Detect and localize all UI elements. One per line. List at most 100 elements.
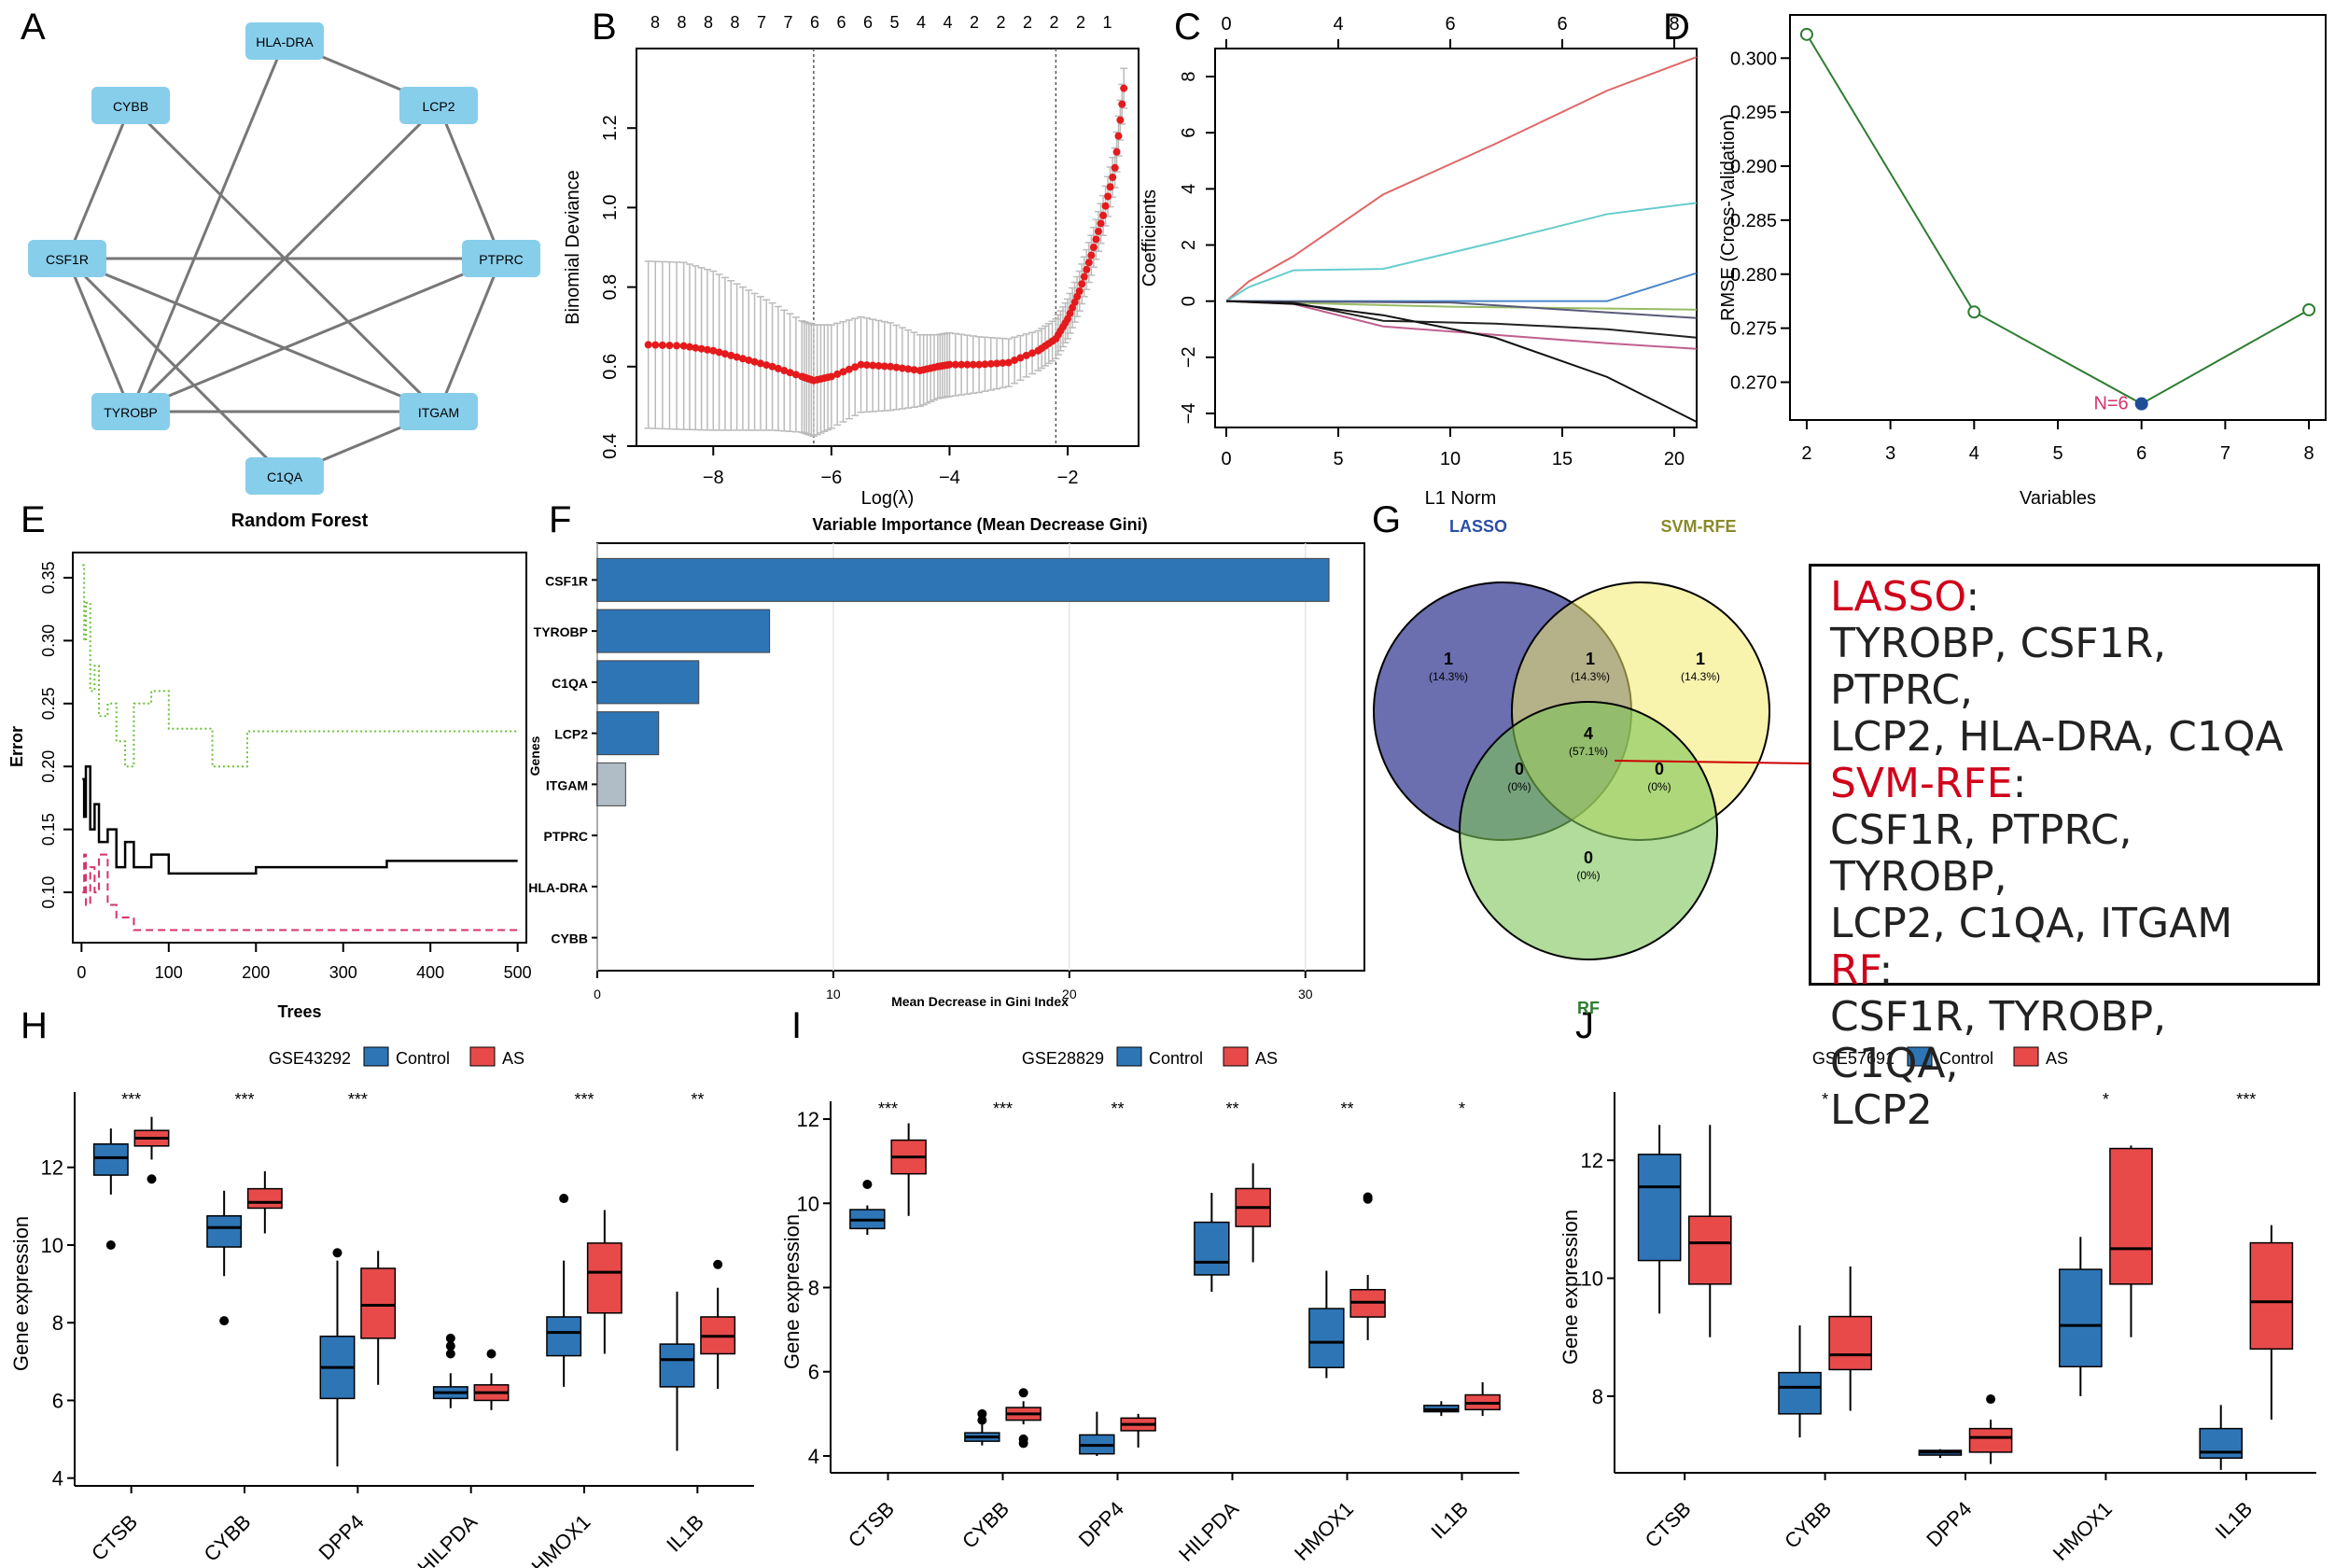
b-deviance-point — [1099, 211, 1108, 219]
b-deviance-point — [658, 341, 666, 349]
f-importance-bar — [596, 609, 771, 653]
d-ytick-label: 0.270 — [1730, 372, 1777, 393]
c-xtick-label: 0 — [1221, 449, 1231, 469]
i-significance: *** — [993, 1099, 1013, 1118]
g-region-pct: (0%) — [1576, 869, 1600, 882]
j-ytick-label: 10 — [1581, 1267, 1603, 1291]
g-region-pct: (0%) — [1647, 780, 1671, 793]
network-node-hla-dra — [245, 22, 324, 60]
panel-g-gene-list: LASSO: TYROBP, CSF1R, PTPRC, LCP2, HLA-D… — [1809, 564, 2320, 1134]
b-deviance-point — [768, 362, 776, 371]
c-coef-path — [1225, 56, 1698, 302]
b-deviance-point — [904, 365, 913, 373]
b-deviance-point — [986, 359, 995, 368]
b-deviance-point — [869, 361, 877, 370]
g-region-count: 1 — [1696, 650, 1705, 668]
b-deviance-point — [733, 353, 741, 361]
g-region-pct: (14.3%) — [1429, 670, 1468, 683]
f-plot-frame — [596, 542, 1365, 972]
i-significance: *** — [878, 1099, 898, 1118]
b-xtick-label: −8 — [703, 468, 724, 488]
network-edge — [437, 105, 503, 259]
f-importance-bar — [596, 762, 626, 806]
j-box-control — [1637, 1154, 1682, 1262]
g-set-label-svm: SVM-RFE — [1661, 517, 1737, 536]
b-plot-frame — [636, 48, 1140, 447]
b-deviance-point — [1118, 100, 1126, 108]
b-ylabel: Binomial Deviance — [563, 170, 583, 325]
b-deviance-point — [1114, 132, 1123, 140]
d-xtick-label: 4 — [1969, 443, 1979, 464]
b-deviance-point — [892, 363, 901, 371]
b-deviance-point — [665, 342, 674, 350]
h-category-label: HMOX1 — [527, 1510, 595, 1568]
i-category-label: DPP4 — [1074, 1497, 1128, 1551]
b-xtick-label: −6 — [820, 468, 842, 488]
panel-label-G: G — [1372, 499, 1401, 540]
j-significance: * — [2103, 1090, 2109, 1109]
d-ylabel: RMSE (Cross-Validation) — [1718, 114, 1739, 321]
c-top-tick-label: 6 — [1557, 14, 1567, 35]
h-category-label: CYBB — [199, 1510, 255, 1566]
d-rmse-point — [2302, 302, 2316, 316]
e-xtick-label: 500 — [504, 963, 532, 982]
b-deviance-point — [738, 355, 747, 363]
b-deviance-point — [1092, 235, 1100, 244]
j-ytick-label: 12 — [1581, 1149, 1603, 1172]
h-ytick-label: 4 — [52, 1467, 63, 1491]
h-ytick-label: 6 — [52, 1389, 63, 1412]
i-dataset-label: GSE28829 — [1022, 1049, 1104, 1068]
panel-label-I: I — [791, 1005, 802, 1046]
h-significance: *** — [234, 1090, 254, 1109]
b-top-tick-label: 1 — [1102, 13, 1112, 32]
b-deviance-point — [1084, 259, 1093, 267]
h-outlier — [445, 1333, 455, 1343]
g-region-count: 0 — [1515, 760, 1524, 778]
network-edge — [65, 258, 133, 413]
h-outlier — [445, 1349, 455, 1359]
network-node-label: TYROBP — [104, 405, 158, 420]
network-edge — [129, 40, 287, 413]
e-ytick-label: 0.15 — [39, 813, 58, 846]
c-ytick-label: 2 — [1179, 240, 1199, 250]
i-category-label: IL1B — [1426, 1497, 1473, 1544]
b-top-tick-label: 8 — [704, 13, 713, 32]
c-ytick-label: 6 — [1179, 128, 1199, 138]
j-significance: *** — [2236, 1090, 2256, 1109]
network-edge — [130, 257, 502, 413]
g-region-pct: (14.3%) — [1681, 670, 1720, 683]
b-deviance-point — [709, 346, 718, 355]
b-deviance-point — [880, 362, 888, 371]
b-deviance-point — [685, 343, 693, 351]
h-legend-control-swatch — [363, 1046, 389, 1067]
j-category-label: DPP4 — [1922, 1497, 1976, 1551]
g-region-pct: (0%) — [1507, 780, 1531, 793]
c-top-tick-label: 6 — [1445, 14, 1455, 35]
b-deviance-point — [1101, 202, 1110, 210]
note-svm-label: SVM-RFE — [1830, 760, 2013, 807]
b-deviance-point — [756, 359, 764, 368]
j-category-label: IL1B — [2211, 1497, 2258, 1544]
c-ytick-label: 8 — [1179, 72, 1199, 82]
h-outlier — [219, 1316, 230, 1326]
b-deviance-point — [1104, 192, 1112, 201]
h-box-control — [206, 1215, 243, 1248]
b-deviance-point — [827, 372, 835, 381]
b-deviance-point — [692, 343, 700, 352]
f-xtick-label: 30 — [1298, 987, 1313, 1001]
panel-label-A: A — [21, 7, 46, 48]
note-colon: : — [1879, 946, 1894, 994]
b-deviance-point — [703, 345, 711, 354]
c-top-tick-label: 4 — [1333, 14, 1343, 35]
b-deviance-point — [851, 363, 860, 371]
c-coef-path — [1226, 272, 1698, 302]
b-deviance-point — [898, 364, 906, 372]
b-ytick-label: 0.8 — [600, 274, 621, 301]
d-xtick-label: 2 — [1801, 443, 1811, 464]
c-plot-frame — [1214, 48, 1698, 428]
b-deviance-point — [1016, 354, 1025, 362]
d-ytick-label: 0.285 — [1730, 211, 1777, 231]
b-deviance-point — [780, 367, 789, 375]
e-xlabel: Trees — [277, 1002, 321, 1021]
b-deviance-point — [1011, 356, 1019, 364]
